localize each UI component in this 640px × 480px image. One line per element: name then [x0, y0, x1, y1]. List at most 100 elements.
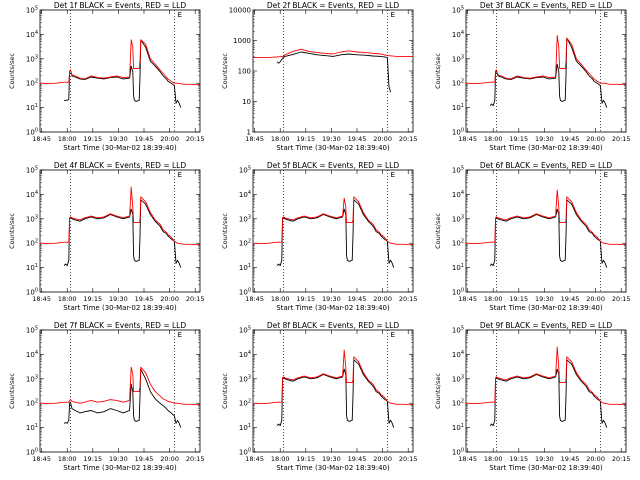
- time-marker-label: E: [178, 11, 182, 19]
- x-tick-label: 19:45: [135, 455, 154, 463]
- series-events-line: [276, 51, 392, 93]
- series-lld-line: [465, 35, 627, 86]
- x-tick-label: 20:15: [399, 455, 418, 463]
- x-tick-label: 20:00: [373, 295, 392, 303]
- y-tick-label: 1: [247, 129, 251, 137]
- x-tick-label: 19:15: [83, 135, 102, 143]
- series-lld-line: [465, 346, 627, 406]
- y-tick-label: 101: [26, 423, 38, 432]
- panel-title: Det 8f BLACK = Events, RED = LLD: [267, 321, 400, 330]
- y-axis-label: Counts/sec: [434, 213, 442, 249]
- x-tick-label: 20:00: [373, 455, 392, 463]
- x-axis-label: Start Time (30-Mar-02 18:39:40): [489, 144, 603, 152]
- x-tick-label: 19:15: [509, 455, 528, 463]
- y-tick-label: 1000: [233, 37, 251, 45]
- x-tick-label: 20:00: [586, 295, 605, 303]
- plot-frame: [252, 329, 414, 453]
- panel-title: Det 7f BLACK = Events, RED = LLD: [54, 321, 187, 330]
- x-tick-label: 20:15: [399, 295, 418, 303]
- x-tick-label: 19:45: [561, 455, 580, 463]
- x-tick-label: 18:45: [245, 295, 264, 303]
- series-events-line: [489, 199, 608, 268]
- x-tick-label: 18:45: [458, 295, 477, 303]
- y-tick-label: 101: [452, 423, 464, 432]
- x-tick-label: 19:45: [348, 135, 367, 143]
- panel-title: Det 1f BLACK = Events, RED = LLD: [54, 1, 187, 10]
- y-axis-label: Counts/sec: [221, 373, 229, 409]
- x-tick-label: 20:00: [373, 135, 392, 143]
- y-tick-label: 101: [452, 263, 464, 272]
- series-events-line: [63, 368, 182, 428]
- x-tick-label: 19:15: [509, 295, 528, 303]
- y-axis-label: Counts/sec: [434, 373, 442, 409]
- x-tick-label: 19:15: [296, 455, 315, 463]
- y-tick-label: 100: [452, 288, 464, 297]
- det-panel-5: Det 5f BLACK = Events, RED = LLD 100 101 10…: [221, 161, 418, 312]
- series-lld-line: [465, 189, 627, 246]
- y-tick-label: 104: [26, 30, 38, 39]
- x-axis-label: Start Time (30-Mar-02 18:39:40): [276, 464, 390, 472]
- y-tick-label: 100: [26, 128, 38, 137]
- y-tick-label: 105: [239, 166, 251, 175]
- y-tick-label: 101: [452, 103, 464, 112]
- det-panel-6: Det 6f BLACK = Events, RED = LLD 100 101 10…: [434, 161, 631, 312]
- y-tick-label: 102: [26, 239, 38, 248]
- x-tick-label: 19:30: [322, 135, 341, 143]
- plot-frame: [465, 329, 627, 453]
- y-tick-label: 103: [452, 214, 464, 223]
- x-tick-label: 18:45: [32, 295, 51, 303]
- y-axis-label: Counts/sec: [8, 53, 16, 89]
- x-tick-label: 19:45: [135, 295, 154, 303]
- x-tick-label: 18:00: [58, 455, 77, 463]
- y-tick-label: 104: [452, 190, 464, 199]
- x-tick-label: 19:15: [509, 135, 528, 143]
- x-tick-label: 19:30: [109, 455, 128, 463]
- series-events-line: [489, 359, 608, 428]
- y-tick-label: 100: [26, 448, 38, 457]
- x-tick-label: 20:15: [186, 135, 205, 143]
- y-tick-label: 105: [26, 326, 38, 335]
- x-tick-label: 19:45: [348, 455, 367, 463]
- y-tick-label: 101: [26, 103, 38, 112]
- x-axis-label: Start Time (30-Mar-02 18:39:40): [63, 144, 177, 152]
- x-tick-label: 18:45: [32, 455, 51, 463]
- x-tick-label: 18:45: [458, 455, 477, 463]
- x-tick-label: 20:00: [160, 295, 179, 303]
- x-tick-label: 20:15: [186, 295, 205, 303]
- x-tick-label: 19:30: [535, 455, 554, 463]
- x-tick-label: 18:00: [58, 135, 77, 143]
- y-tick-label: 102: [26, 399, 38, 408]
- plot-frame: [39, 329, 201, 453]
- x-tick-label: 18:00: [484, 295, 503, 303]
- series-lld-line: [39, 366, 201, 406]
- series-lld-line: [39, 39, 201, 86]
- y-tick-label: 100: [238, 68, 251, 76]
- y-tick-label: 104: [452, 350, 464, 359]
- x-tick-label: 18:00: [271, 295, 290, 303]
- plot-frame: [465, 169, 627, 293]
- x-tick-label: 19:45: [561, 135, 580, 143]
- det-panel-7: Det 7f BLACK = Events, RED = LLD 100 101 10…: [8, 321, 205, 472]
- plot-frame: [39, 9, 201, 133]
- y-tick-label: 105: [452, 166, 464, 175]
- y-tick-label: 102: [452, 79, 464, 88]
- y-tick-label: 103: [452, 374, 464, 383]
- det-panel-8: Det 8f BLACK = Events, RED = LLD 100 101 10…: [221, 321, 418, 472]
- y-tick-label: 104: [239, 350, 251, 359]
- x-tick-label: 20:00: [586, 135, 605, 143]
- x-axis-label: Start Time (30-Mar-02 18:39:40): [276, 304, 390, 312]
- x-tick-label: 19:15: [296, 135, 315, 143]
- x-tick-label: 19:30: [535, 135, 554, 143]
- time-marker-label: E: [178, 331, 182, 339]
- panel-title: Det 9f BLACK = Events, RED = LLD: [480, 321, 613, 330]
- det-panel-1: Det 1f BLACK = Events, RED = LLD 100 101 10…: [8, 1, 205, 152]
- y-tick-label: 101: [26, 263, 38, 272]
- plot-frame: [252, 169, 414, 293]
- y-tick-label: 105: [26, 6, 38, 15]
- x-tick-label: 19:45: [348, 295, 367, 303]
- y-tick-label: 103: [26, 214, 38, 223]
- y-tick-label: 100: [239, 448, 251, 457]
- y-tick-label: 10000: [229, 7, 251, 15]
- y-axis-label: Counts/sec: [8, 213, 16, 249]
- y-tick-label: 10: [242, 98, 251, 106]
